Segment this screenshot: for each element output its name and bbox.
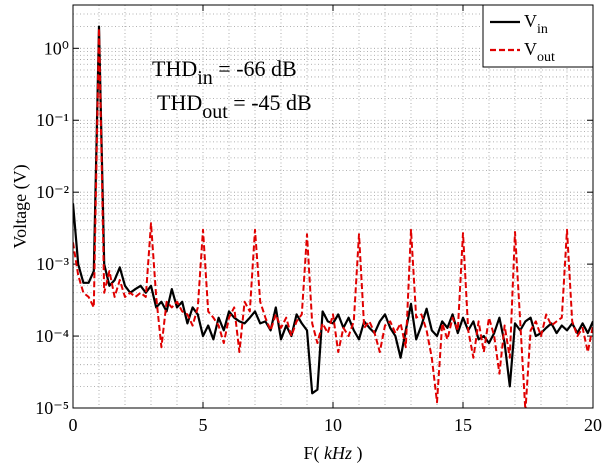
y-tick-label: 10⁻¹ (36, 110, 69, 130)
series-line (73, 25, 593, 395)
legend-name: V (524, 11, 537, 31)
x-axis-label-part: ) (352, 443, 363, 464)
legend-label: Vin (524, 11, 548, 37)
legend-name-sub: in (537, 22, 548, 37)
y-tick-label: 10⁻³ (36, 254, 70, 274)
legend-name: V (524, 39, 537, 59)
annotation-text: THD (157, 90, 202, 115)
legend-name-sub: out (537, 50, 555, 65)
annotation-rest: = -45 dB (228, 90, 312, 115)
x-tick-label: 5 (199, 415, 208, 435)
x-tick-label: 10 (324, 415, 342, 435)
series-line (73, 27, 593, 408)
series-group (73, 25, 593, 408)
annotation: THDin = -66 dB (152, 56, 297, 89)
y-tick-label: 10⁻² (36, 182, 69, 202)
annotation-sub: in (197, 67, 213, 89)
annotation: THDout = -45 dB (157, 90, 312, 123)
annotation-rest: = -66 dB (213, 56, 297, 81)
x-axis-label-part: kHz (324, 443, 352, 463)
annotation-sub: out (202, 101, 228, 123)
x-axis-label: F( kHz ) (303, 443, 362, 464)
x-axis-label-part: F( (303, 443, 324, 464)
y-tick-label: 10⁻⁵ (35, 398, 69, 418)
y-tick-label: 10⁰ (44, 38, 69, 58)
legend-label: Vout (524, 39, 555, 65)
x-tick-label: 0 (69, 415, 78, 435)
x-tick-label: 15 (454, 415, 472, 435)
y-axis-label: Voltage (V) (10, 164, 31, 248)
x-tick-label: 20 (584, 415, 602, 435)
plot-frame (72, 4, 594, 409)
annotation-text: THD (152, 56, 197, 81)
legend-box (482, 4, 594, 68)
y-tick-label: 10⁻⁴ (35, 326, 69, 346)
